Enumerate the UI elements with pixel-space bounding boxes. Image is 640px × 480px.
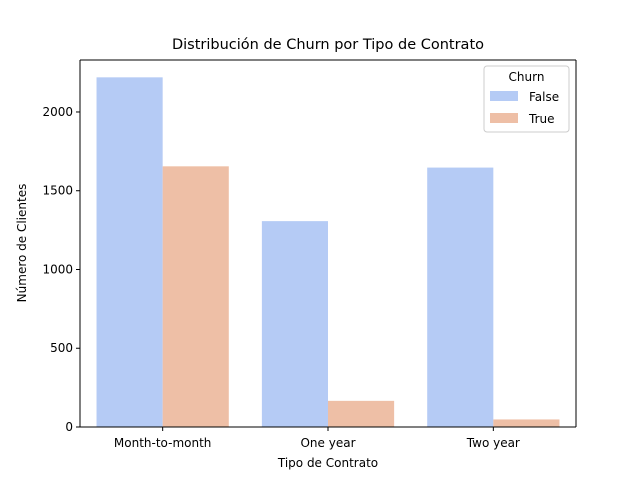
- y-tick-label-1000: 1000: [42, 262, 73, 276]
- legend-swatch-true: [490, 113, 518, 123]
- chart-title: Distribución de Churn por Tipo de Contra…: [172, 37, 484, 53]
- x-axis-label: Tipo de Contrato: [277, 456, 378, 470]
- x-ticks: Month-to-month One year Two year: [114, 427, 520, 450]
- y-tick-label-2000: 2000: [42, 105, 73, 119]
- y-tick-label-1500: 1500: [42, 184, 73, 198]
- bar-false-1: [96, 77, 163, 427]
- bar-true-3: [493, 419, 560, 427]
- legend-title: Churn: [509, 70, 545, 84]
- bar-false-2: [261, 221, 328, 427]
- bar-true-1: [162, 166, 229, 427]
- y-axis-label: Número de Clientes: [15, 184, 29, 303]
- x-tick-label-3: Two year: [466, 436, 520, 450]
- legend-swatch-false: [490, 91, 518, 101]
- y-ticks: 0 500 1000 1500 2000: [42, 105, 80, 434]
- y-tick-label-500: 500: [50, 341, 73, 355]
- legend-label-false: False: [529, 90, 559, 104]
- x-tick-label-2: One year: [300, 436, 355, 450]
- y-tick-label-0: 0: [65, 420, 73, 434]
- bars-layer: [96, 77, 560, 427]
- x-tick-label-1: Month-to-month: [114, 436, 212, 450]
- legend: Churn False True: [483, 65, 570, 133]
- bar-true-2: [328, 400, 395, 427]
- bar-false-3: [427, 167, 494, 427]
- legend-label-true: True: [528, 112, 555, 126]
